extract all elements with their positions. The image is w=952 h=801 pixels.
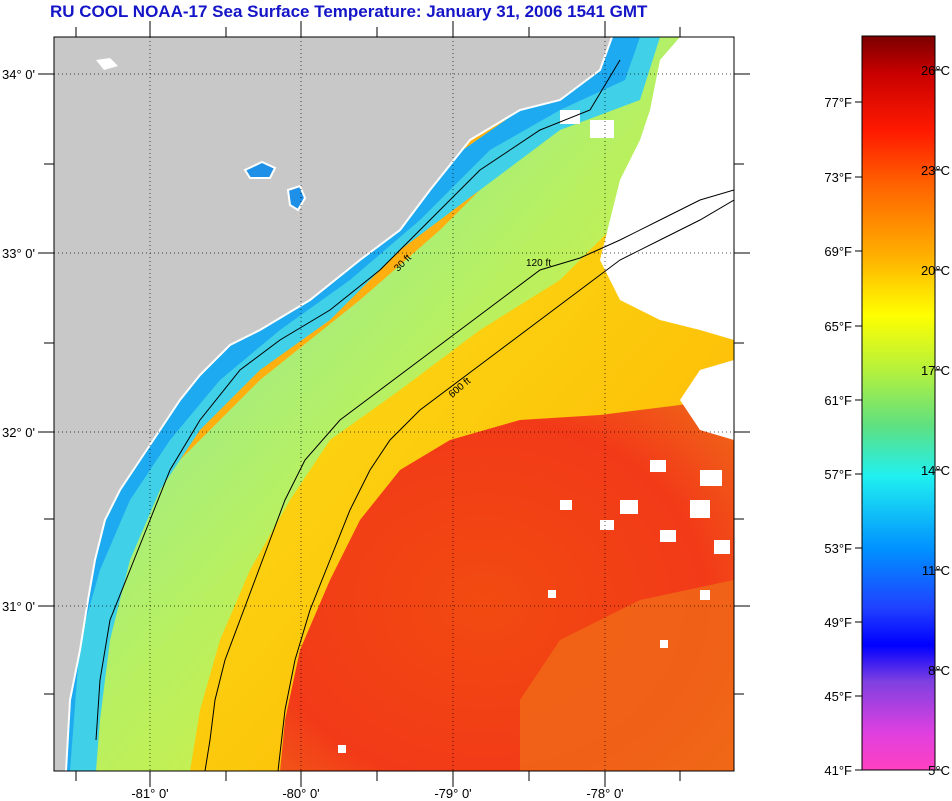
lon-label-81: -81° 0' <box>131 786 168 801</box>
contour-120ft <box>204 189 734 771</box>
lon-label-80: -80° 0' <box>282 786 319 801</box>
contour-label-120ft: 120 ft <box>526 258 551 269</box>
warm-eddy-water <box>520 580 734 771</box>
lat-label-34: 34° 0' <box>2 67 35 82</box>
graticule <box>54 37 734 771</box>
inland-lake <box>243 160 277 179</box>
map-frame <box>53 36 735 772</box>
cloud-cover <box>338 37 734 753</box>
coastline <box>65 37 613 771</box>
lat-label-31: 31° 0' <box>2 599 35 614</box>
axis-ticks <box>38 21 750 787</box>
lon-label-79: -79° 0' <box>434 786 471 801</box>
land-mass <box>54 37 612 771</box>
lon-label-78: -78° 0' <box>586 786 623 801</box>
inland-lake <box>96 58 118 70</box>
mid-shelf-water <box>54 37 720 771</box>
page-title: RU COOL NOAA-17 Sea Surface Temperature:… <box>50 2 648 21</box>
lat-label-33: 33° 0' <box>2 246 35 261</box>
contour-30ft <box>95 59 621 741</box>
lat-label-32: 32° 0' <box>2 425 35 440</box>
contour-600ft <box>277 199 734 771</box>
inland-lake <box>286 184 307 212</box>
